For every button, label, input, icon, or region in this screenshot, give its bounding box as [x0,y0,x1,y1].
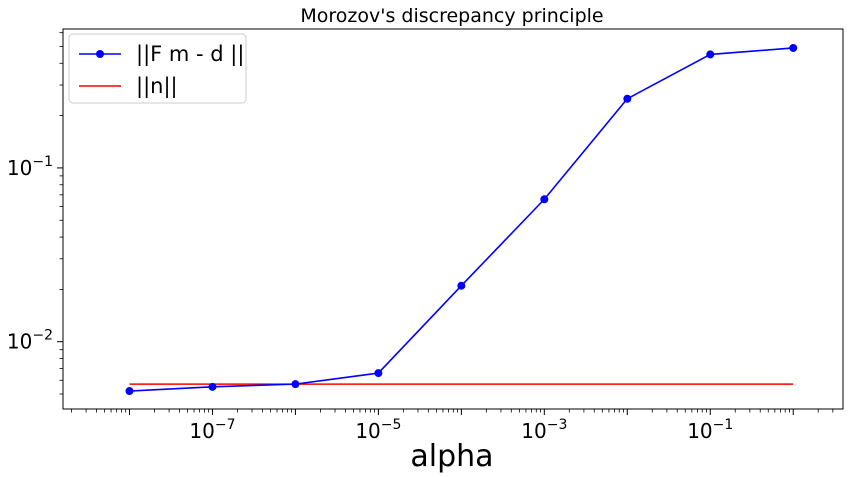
x-axis-label: alpha [410,439,493,474]
x-tick-exponent: −7 [215,417,236,433]
data-point [706,50,715,59]
x-tick-base: 10 [355,419,380,443]
legend-label: ||n|| [136,74,178,99]
x-tick-label: 10−3 [521,417,567,443]
y-tick-label: 10−1 [7,154,53,180]
minor-ticks [57,32,834,415]
x-tick-label: 10−7 [189,417,235,443]
y-tick-base: 10 [7,156,32,180]
data-point [374,369,383,378]
legend-swatch-marker [96,50,104,58]
x-tick-exponent: −3 [547,417,568,433]
series-layer [125,43,798,396]
data-point [789,43,798,52]
x-tick-base: 10 [521,419,546,443]
y-tick-base: 10 [7,330,32,354]
y-tick-label: 10−2 [7,328,53,354]
x-tick-base: 10 [189,419,214,443]
legend: ||F m - d || ||n|| [68,33,247,104]
x-tick-exponent: −1 [713,417,734,433]
data-point [623,94,632,103]
y-tick-exponent: −1 [32,154,53,170]
x-tick-base: 10 [687,419,712,443]
plot-area [57,28,844,415]
x-tick-label: 10−5 [355,417,401,443]
chart-title: Morozov's discrepancy principle [300,5,603,27]
data-point [457,281,466,290]
x-tick-exponent: −5 [381,417,402,433]
data-point [291,380,300,389]
legend-label: ||F m - d || [136,42,244,67]
x-axis-ticks: 10−7 10−5 10−3 10−1 [189,417,733,443]
y-axis-ticks: 10−210−1 [7,154,53,354]
data-point [208,382,217,391]
y-tick-exponent: −2 [32,328,53,344]
data-point [125,387,134,396]
data-point [540,195,549,204]
x-tick-label: 10−1 [687,417,733,443]
